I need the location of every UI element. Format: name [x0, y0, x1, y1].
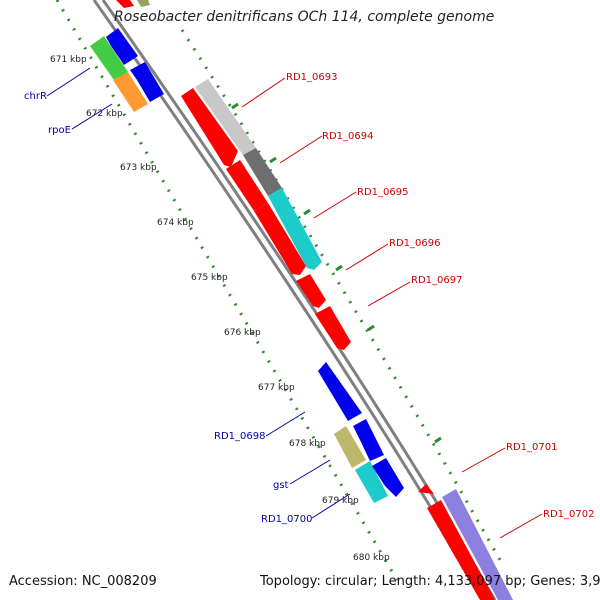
inner-tick-track: [55, 0, 399, 581]
gene-label-rd1-0693: RD1_0693: [286, 72, 337, 83]
gene-rd1-0701-mark: [418, 484, 434, 494]
gene-label-rd1-0698: RD1_0698: [214, 431, 265, 442]
gene-label-gst: gst: [273, 480, 289, 491]
gene-label-rd1-0702: RD1_0702: [543, 509, 594, 520]
gene-label-rpoE: rpoE: [48, 125, 71, 136]
gene-rd1-0695-red: [226, 160, 268, 211]
gene-label-rd1-0694: RD1_0694: [322, 131, 373, 142]
gene-label-chrR: chrR: [24, 91, 47, 102]
gene-rd1-0700: [355, 461, 388, 503]
gene-label-rd1-0701: RD1_0701: [506, 442, 557, 453]
outer-tick-track: [180, 29, 502, 561]
gene-label-rd1-0700: RD1_0700: [261, 514, 312, 525]
gene-rpoE: [113, 72, 148, 112]
gene-rd1-0698: [318, 362, 362, 421]
gene-rd1-0693: [181, 88, 238, 167]
kbp-tick-label: 677 kbp: [258, 383, 295, 393]
outer-major-ticks: [231, 102, 442, 444]
genome-title: Roseobacter denitrificans OCh 114, compl…: [114, 9, 495, 25]
gene-label-rd1-0696: RD1_0696: [389, 238, 440, 249]
gene-label-rd1-0695: RD1_0695: [357, 187, 408, 198]
gene-top-red: [116, 0, 134, 8]
kbp-tick-label: 676 kbp: [224, 328, 261, 338]
gene-blue-4: [372, 458, 404, 497]
leader-lines: [46, 67, 543, 539]
topology-text: Topology: circular; Length: 4,133,097 bp…: [260, 574, 600, 589]
gene-rd1-0701: [427, 500, 495, 600]
gene-gst: [334, 426, 366, 468]
reverse-genes: [90, 0, 404, 503]
forward-genes: [181, 79, 513, 600]
kbp-tick-label: 678 kbp: [289, 439, 326, 449]
gene-rd1-0697-b: [315, 306, 351, 350]
accession-text: Accession: NC_008209: [9, 574, 157, 589]
gene-blue-2: [130, 62, 164, 102]
gene-rd1-0695: [268, 188, 322, 270]
kbp-tick-label: 672 kbp: [86, 109, 123, 119]
gene-blue-1: [106, 28, 138, 65]
kbp-tick-label: 675 kbp: [191, 273, 228, 283]
gene-rd1-0696: [254, 203, 306, 275]
kbp-tick-label: 673 kbp: [120, 163, 157, 173]
kbp-tick-label: 674 kbp: [157, 218, 194, 228]
gene-top-olive: [137, 0, 150, 7]
gene-rd1-0693-light: [195, 79, 256, 155]
kbp-tick-label: 679 kbp: [322, 496, 359, 506]
kbp-tick-label: 671 kbp: [50, 55, 87, 65]
gene-chrR: [90, 36, 128, 80]
gene-label-rd1-0697: RD1_0697: [411, 275, 462, 286]
gene-blue-3: [353, 419, 384, 461]
gene-rd1-0702: [442, 489, 513, 600]
gene-rd1-0697-a: [296, 274, 326, 308]
kbp-tick-label: 680 kbp: [353, 553, 390, 563]
gene-rd1-0694: [243, 148, 282, 196]
